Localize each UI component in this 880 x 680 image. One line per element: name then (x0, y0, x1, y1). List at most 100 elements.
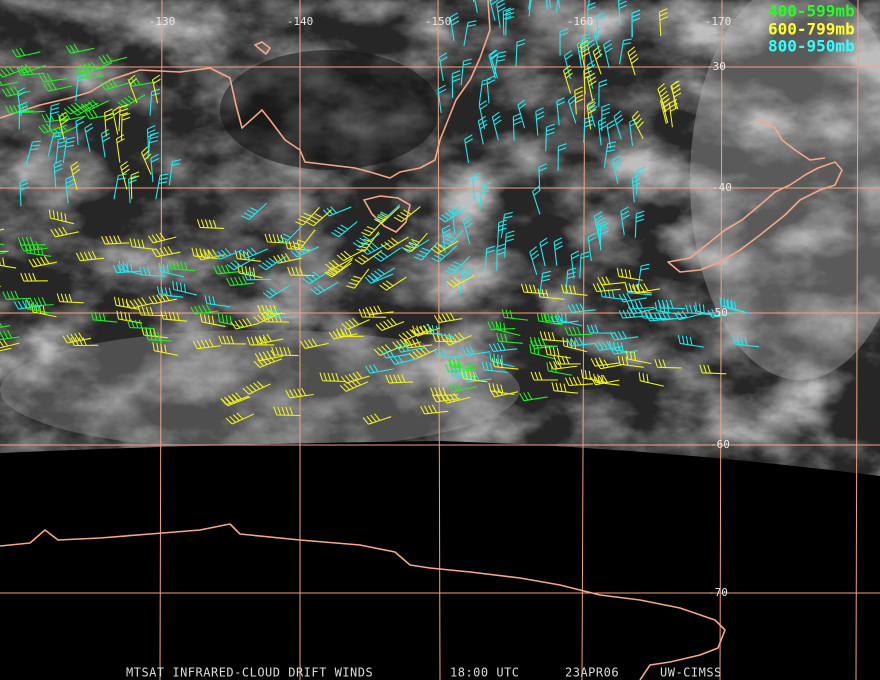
longitude-label: -130 (149, 15, 176, 28)
wind-barb (597, 217, 607, 246)
wind-barb (596, 12, 606, 40)
wind-barb (495, 321, 521, 337)
wind-barb (479, 182, 491, 210)
wind-barb (517, 99, 527, 129)
wind-barb (358, 308, 387, 318)
wind-barb (593, 211, 603, 240)
wind-barb (546, 362, 572, 376)
wind-barb (496, 0, 506, 28)
wind-barb (150, 153, 160, 183)
wind-barb (156, 286, 184, 298)
wind-barb (489, 387, 519, 398)
wind-barb (80, 99, 109, 112)
wind-barb (277, 225, 303, 244)
wind-barb (603, 39, 614, 69)
wind-barb (218, 335, 246, 345)
time: 18:00 UTC (450, 666, 520, 680)
wind-barb (539, 270, 552, 298)
wind-barb (287, 266, 315, 277)
wind-barb (130, 171, 140, 200)
latitude-label: -70 (708, 586, 728, 599)
wind-barb (592, 45, 603, 75)
wind-barb (558, 0, 561, 8)
wind-barb (583, 66, 593, 95)
wind-barb (535, 107, 545, 136)
wind-barb (528, 0, 532, 17)
wind-barb (636, 166, 646, 195)
wind-barb (587, 232, 597, 262)
wind-barb (548, 360, 578, 370)
wind-barb (438, 52, 448, 81)
wind-barb (586, 324, 615, 334)
wind-barb (539, 237, 549, 267)
wind-barb (617, 355, 644, 368)
wind-barb (493, 51, 507, 78)
wind-barb (625, 350, 652, 365)
wind-barb (471, 172, 481, 201)
wind-barb (0, 257, 17, 269)
wind-barb (461, 346, 491, 356)
wind-barb (340, 371, 370, 384)
product-name: MTSAT INFRARED-CLOUD DRIFT WINDS (126, 666, 373, 680)
wind-barb (659, 95, 671, 124)
wind-barb (319, 372, 347, 383)
wind-barb (168, 159, 181, 186)
wind-barb (556, 97, 566, 126)
wind-barb (438, 208, 466, 223)
wind-barb (707, 308, 736, 318)
wind-barb (529, 246, 540, 276)
wind-barb (241, 202, 268, 220)
wind-barb (117, 94, 146, 108)
wind-barb (613, 110, 624, 140)
wind-barb (138, 266, 167, 277)
wind-barb (631, 9, 641, 38)
wind-barb (31, 303, 57, 318)
wind-barb (172, 280, 198, 296)
wind-barb (239, 247, 268, 259)
wind-barb (580, 369, 607, 384)
wind-barb (242, 380, 271, 395)
wind-barb (38, 73, 68, 83)
wind-barb (412, 325, 440, 335)
wind-barb (160, 310, 188, 322)
wind-barb (497, 219, 507, 247)
wind-barb (62, 136, 76, 164)
wind-barb (478, 78, 491, 105)
wind-barb (460, 58, 472, 86)
latitude-label: -60 (710, 438, 730, 451)
wind-barb (57, 111, 86, 122)
wind-barb (213, 264, 242, 275)
wind-barb (100, 129, 111, 158)
wind-barb (196, 219, 225, 229)
latitude-label: -30 (706, 60, 726, 73)
wind-barb (598, 79, 608, 107)
wind-barb (449, 12, 460, 41)
wind-barb (273, 406, 301, 417)
wind-barb (325, 257, 354, 271)
wind-barb (536, 312, 563, 326)
wind-barb (617, 0, 628, 25)
wind-barb (258, 256, 287, 271)
wind-barb (137, 306, 166, 317)
wind-barb (685, 304, 713, 316)
wind-barb (18, 101, 28, 130)
wind-barb (441, 224, 452, 254)
wind-barb (502, 7, 512, 36)
wind-barb (385, 374, 414, 384)
wind-barb (151, 74, 161, 104)
wind-barb (365, 364, 394, 374)
wind-barb (515, 38, 526, 67)
legend-entry: 600-799mb (768, 20, 855, 39)
wind-barb (566, 336, 595, 347)
wind-barb (264, 233, 292, 244)
wind-barb (504, 230, 515, 258)
wind-barb (336, 248, 366, 262)
wind-barb (544, 346, 572, 359)
wind-barb (441, 392, 471, 404)
latitude-labels: -30 -40 -50 -60 -70 (706, 60, 732, 599)
wind-barb (487, 321, 516, 331)
wind-barb (226, 276, 255, 287)
wind-barb (579, 39, 591, 69)
wind-barb (448, 358, 476, 370)
